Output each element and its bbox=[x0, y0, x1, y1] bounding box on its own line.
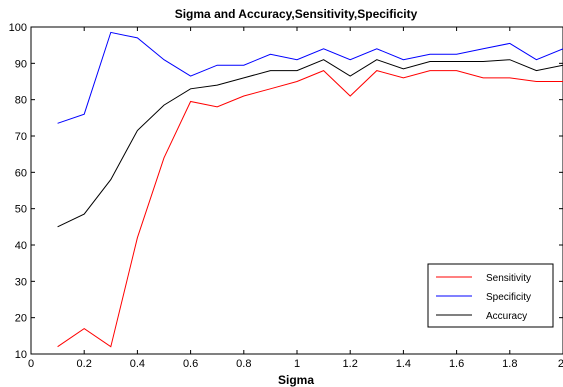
series-line-accuracy bbox=[57, 59, 563, 228]
x-axis-title: Sigma bbox=[278, 373, 314, 387]
x-tick-label: 0.6 bbox=[183, 358, 198, 370]
y-tick-label: 80 bbox=[15, 95, 27, 107]
series-line-sensitivity bbox=[57, 70, 563, 348]
x-tick-label: 0.4 bbox=[130, 358, 145, 370]
chart-title: Sigma and Accuracy,Sensitivity,Specifici… bbox=[175, 7, 418, 21]
legend-label-sensitivity: Sensitivity bbox=[486, 273, 531, 284]
x-tick-label: 0 bbox=[28, 358, 34, 370]
x-tick-label: 2 bbox=[558, 358, 563, 370]
y-tick-label: 20 bbox=[15, 313, 27, 325]
legend-label-specificity: Specificity bbox=[486, 292, 531, 303]
y-tick-label: 100 bbox=[9, 22, 27, 34]
x-tick-label: 0.8 bbox=[236, 358, 251, 370]
x-tick-label: 0.2 bbox=[77, 358, 92, 370]
legend-label-accuracy: Accuracy bbox=[486, 311, 527, 322]
y-tick-label: 10 bbox=[15, 349, 27, 361]
y-tick-label: 40 bbox=[15, 240, 27, 252]
y-tick-label: 70 bbox=[15, 131, 27, 143]
series-line-specificity bbox=[57, 31, 563, 124]
y-tick-label: 30 bbox=[15, 276, 27, 288]
x-tick-label: 1.6 bbox=[449, 358, 464, 370]
legend: Sensitivity Specificity Accuracy bbox=[427, 263, 554, 328]
x-tick-label: 1 bbox=[294, 358, 300, 370]
series-layer bbox=[57, 31, 563, 348]
x-tick-label: 1.8 bbox=[502, 358, 517, 370]
axes: 0 0.2 0.4 0.6 0.8 1 1.2 1.4 1.6 1.8 2 10 20 30 40 50 60 7… bbox=[9, 22, 563, 370]
y-tick-label: 90 bbox=[15, 58, 27, 70]
x-tick-label: 1.4 bbox=[396, 358, 411, 370]
y-tick-label: 60 bbox=[15, 167, 27, 179]
y-tick-label: 50 bbox=[15, 204, 27, 216]
x-tick-label: 1.2 bbox=[343, 358, 358, 370]
